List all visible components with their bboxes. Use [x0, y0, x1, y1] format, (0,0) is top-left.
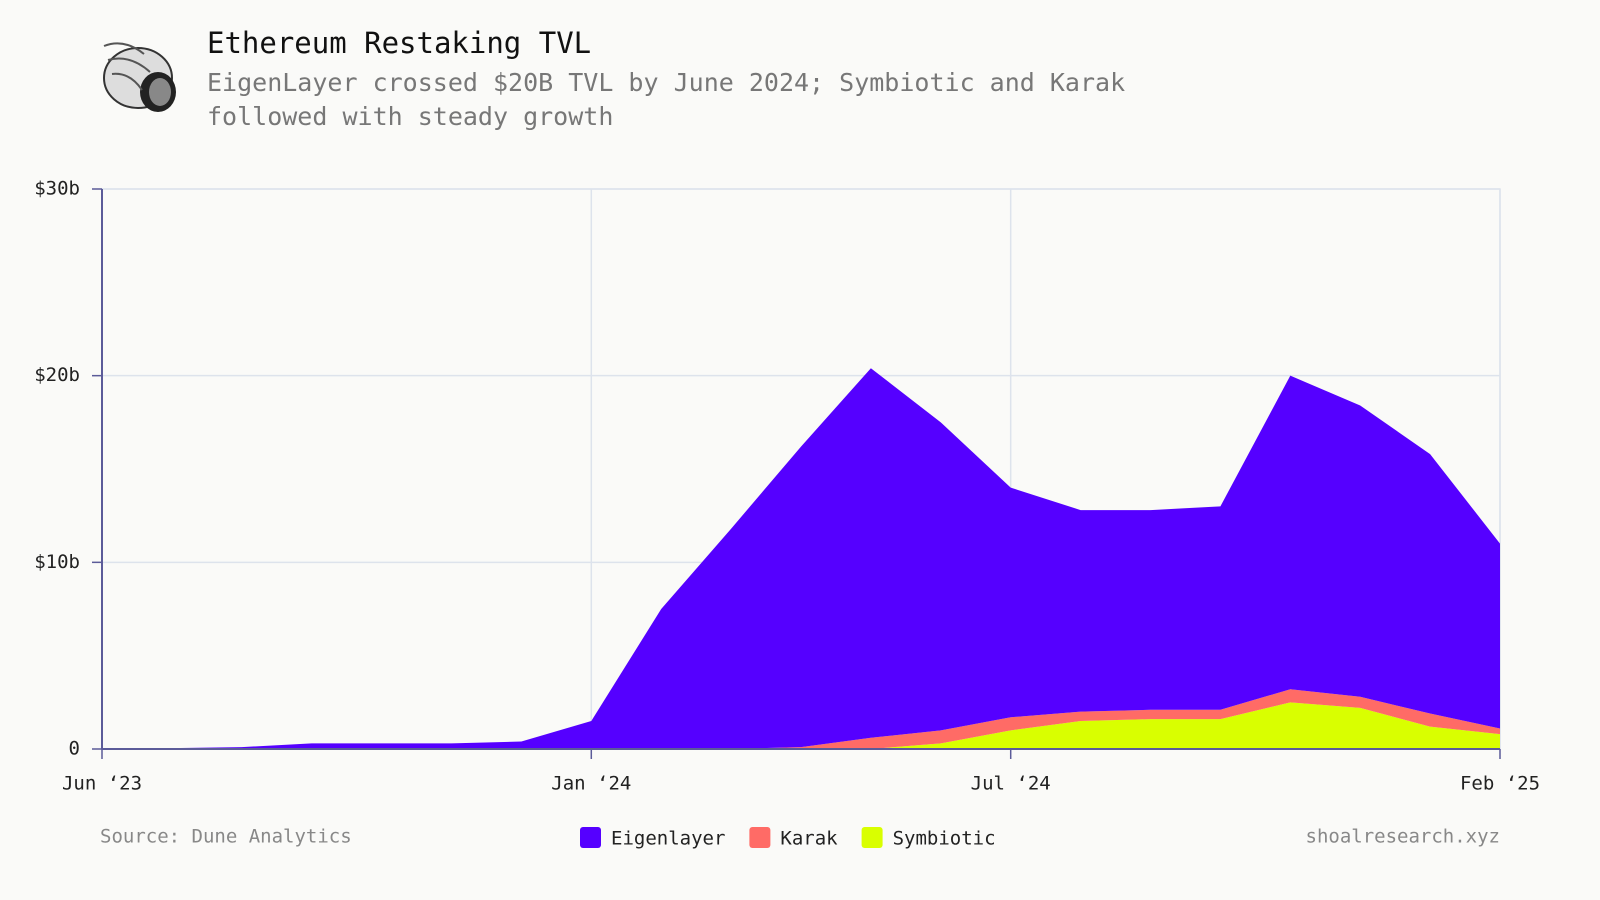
x-tick-label: Jan ‘24: [551, 773, 631, 795]
legend-swatch: [749, 827, 771, 848]
y-tick-label: $10b: [34, 551, 80, 573]
legend-swatch: [861, 827, 883, 848]
chart-title: Ethereum Restaking TVL: [207, 26, 592, 60]
logo-shell: [103, 42, 176, 112]
y-tick-label: $30b: [34, 178, 80, 200]
y-tick-label: 0: [69, 738, 80, 760]
chart-subtitle: EigenLayer crossed $20B TVL by June 2024…: [207, 68, 1126, 131]
legend-label: Karak: [780, 828, 838, 850]
area: [102, 368, 1500, 749]
area: [102, 689, 1500, 749]
x-tick-label: Jun ‘23: [62, 773, 142, 795]
area: [102, 702, 1500, 749]
legend-label: Symbiotic: [893, 828, 996, 850]
source: Source: Dune Analytics: [100, 826, 352, 848]
legend-label: Eigenlayer: [611, 828, 725, 850]
x-tick-label: Jul ‘24: [971, 773, 1051, 795]
y-tick-label: $20b: [34, 364, 80, 386]
legend-swatch: [580, 827, 601, 848]
credit: shoalresearch.xyz: [1306, 826, 1500, 848]
x-tick-label: Feb ‘25: [1460, 773, 1540, 795]
